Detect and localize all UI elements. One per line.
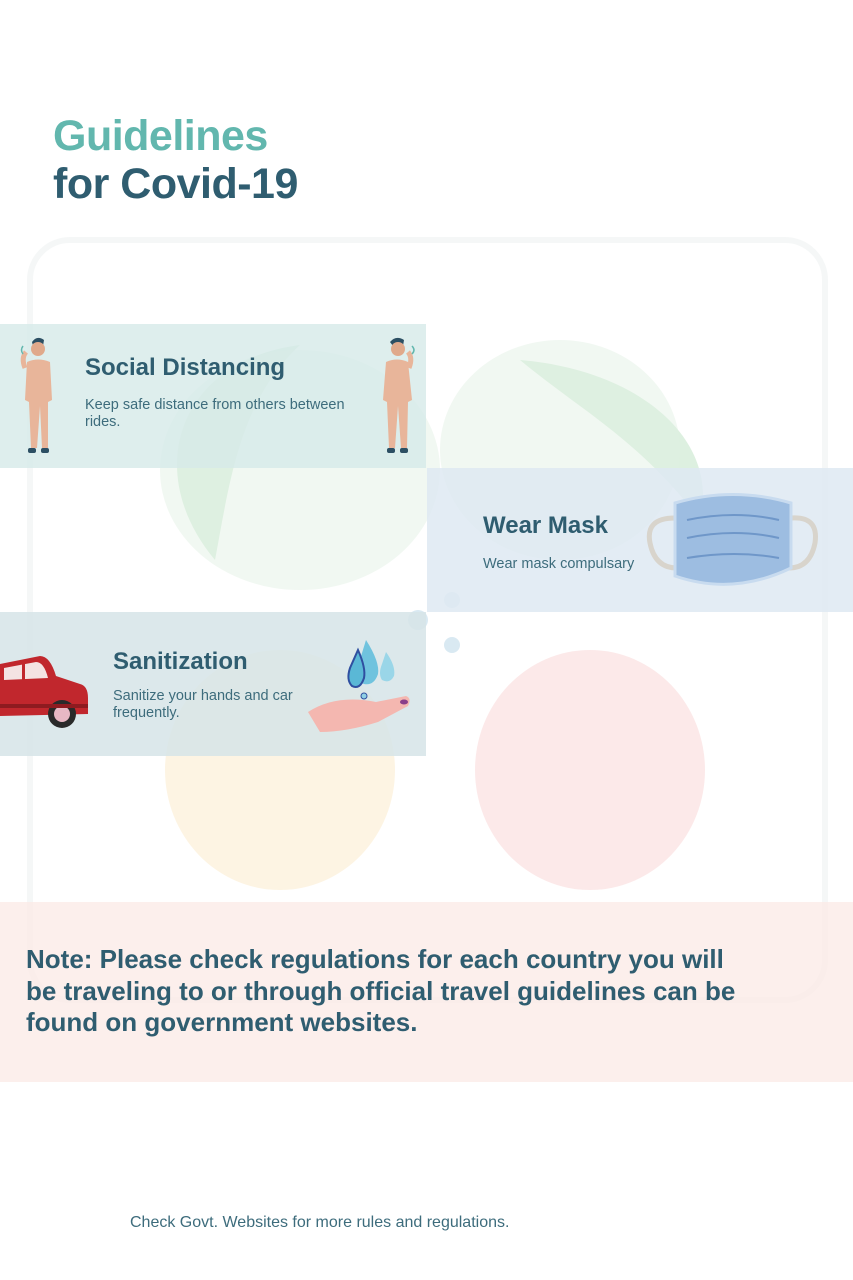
person-right-icon xyxy=(383,337,415,453)
social-distancing-card: Social Distancing Keep safe distance fro… xyxy=(0,324,426,468)
wear-mask-title: Wear Mask xyxy=(483,512,608,539)
title-line-covid: for Covid-19 xyxy=(53,160,298,209)
footer-text: Check Govt. Websites for more rules and … xyxy=(130,1214,510,1231)
title-line-guidelines: Guidelines xyxy=(53,112,268,160)
sanitization-title: Sanitization xyxy=(113,648,248,675)
wear-mask-text: Wear mask compulsary xyxy=(483,556,635,572)
hand-sanitizer-drops-icon xyxy=(308,640,410,732)
sanitization-text: Sanitize your hands and car frequently. xyxy=(113,688,293,722)
note-text: Note: Please check regulations for each … xyxy=(26,944,736,1038)
face-mask-icon xyxy=(646,493,818,586)
sanitization-card: Sanitization Sanitize your hands and car… xyxy=(0,612,426,756)
person-left-icon xyxy=(20,337,52,453)
note-banner: Note: Please check regulations for each … xyxy=(0,902,853,1082)
car-icon xyxy=(0,656,88,728)
social-distancing-title: Social Distancing xyxy=(85,354,286,381)
wear-mask-card: Wear Mask Wear mask compulsary xyxy=(427,468,853,612)
page-title: Guidelines for Covid-19 xyxy=(53,112,298,208)
social-distancing-text: Keep safe distance from others between r… xyxy=(85,397,345,431)
